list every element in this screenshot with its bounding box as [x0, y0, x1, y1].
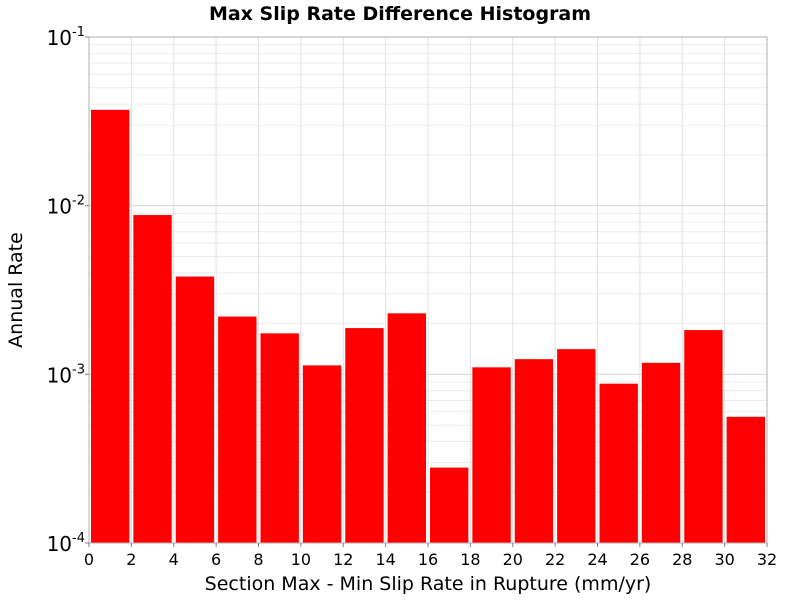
histogram-bar	[387, 313, 426, 543]
y-tick-label: 10-4	[47, 531, 85, 556]
x-tick-label: 12	[333, 550, 353, 569]
y-tick-label: 10-1	[47, 25, 85, 50]
histogram-bar	[91, 109, 130, 543]
histogram-bar	[514, 359, 554, 543]
histogram-bar	[472, 367, 511, 543]
x-tick-label: 30	[714, 550, 734, 569]
x-tick-label: 32	[757, 550, 777, 569]
histogram-bar	[218, 316, 257, 543]
x-axis-label: Section Max - Min Slip Rate in Rupture (…	[205, 573, 652, 595]
histogram-bar	[641, 362, 681, 543]
histogram-bar	[175, 276, 215, 543]
histogram-bar	[260, 333, 299, 543]
x-tick-label: 26	[630, 550, 650, 569]
y-tick-label: 10-3	[47, 362, 85, 387]
histogram-bar	[302, 365, 342, 543]
histogram-bar	[726, 416, 765, 543]
x-tick-label: 0	[84, 550, 94, 569]
bars	[91, 109, 765, 544]
y-axis-ticks: 10-1 10-2 10-3 10-4	[47, 25, 89, 556]
x-tick-label: 4	[169, 550, 179, 569]
x-tick-label: 24	[587, 550, 607, 569]
x-tick-label: 8	[253, 550, 263, 569]
x-tick-label: 6	[211, 550, 221, 569]
x-axis-ticks: 0 2 4 6 8 10 12 14 16 18 20 22 24 26 28 30 32	[84, 543, 777, 569]
y-axis-label: Annual Rate	[5, 232, 27, 348]
histogram-bar	[599, 383, 638, 543]
x-tick-label: 2	[126, 550, 136, 569]
chart-title: Max Slip Rate Difference Histogram	[209, 3, 591, 25]
x-tick-label: 10	[291, 550, 311, 569]
y-tick-label: 10-2	[47, 194, 85, 219]
histogram-bar	[133, 215, 172, 544]
histogram-bar	[430, 467, 469, 543]
x-tick-label: 18	[460, 550, 480, 569]
x-tick-label: 14	[375, 550, 395, 569]
histogram-bar	[684, 330, 723, 543]
x-tick-label: 28	[672, 550, 692, 569]
x-tick-label: 22	[545, 550, 565, 569]
histogram-bar	[345, 328, 384, 543]
x-tick-label: 20	[503, 550, 523, 569]
histogram-bar	[557, 349, 596, 543]
x-tick-label: 16	[418, 550, 438, 569]
